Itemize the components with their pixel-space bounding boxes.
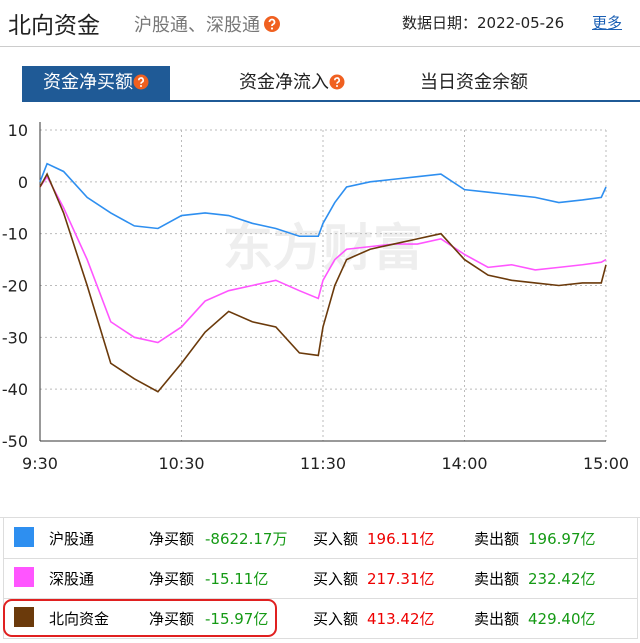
sell-label: 卖出额 [474,610,520,628]
sell-value: 429.40亿 [528,610,596,628]
help-icon[interactable] [329,74,345,90]
legend-swatch [14,527,34,547]
tab[interactable]: 资金净买额 [22,66,170,100]
table-row: 深股通 净买额 -15.11亿 买入额 217.31亿 卖出额 232.42亿 [3,558,638,599]
tab-label: 资金净买额 [43,72,133,93]
buy-label: 买入额 [313,530,359,548]
subtitle: 沪股通、深股通 [134,11,281,37]
y-tick-label: -10 [2,225,28,244]
net-value: -15.11亿 [205,570,269,588]
table-row: 北向资金 净买额 -15.97亿 买入额 413.42亿 卖出额 429.40亿 [3,598,638,639]
chart: 东方财富 10 0 -10 -20 -30 -40 -50 9:30 10:30 11:30 14:… [2,121,629,473]
tab[interactable]: 资金净流入 [222,66,362,100]
sell-label: 卖出额 [474,530,520,548]
y-tick-label: 10 [8,121,28,140]
sell-value: 196.97亿 [528,530,596,548]
buy-value: 217.31亿 [367,570,435,588]
x-tick-label: 14:00 [441,454,487,473]
line-series [39,175,607,344]
buy-value: 413.42亿 [367,610,435,628]
y-tick-label: -50 [2,432,28,451]
x-tick-label: 10:30 [158,454,204,473]
y-tick-label: -40 [2,380,28,399]
net-label: 净买额 [149,570,195,588]
legend-name: 深股通 [49,570,95,588]
x-tick-label: 15:00 [583,454,629,473]
date: 数据日期：2022-05-26 [402,14,565,32]
sell-value: 232.42亿 [528,570,596,588]
watermark: 东方财富 [223,219,423,277]
title: 北向资金 [8,13,100,39]
y-tick-label: -20 [2,277,28,296]
tab[interactable]: 当日资金余额 [420,72,528,93]
net-label: 净买额 [149,530,195,548]
legend-swatch [14,607,34,627]
sell-label: 卖出额 [474,570,520,588]
x-tick-label: 11:30 [300,454,346,473]
more-link[interactable]: 更多 [592,14,623,32]
divider [0,46,640,47]
legend-name: 北向资金 [49,610,110,628]
help-icon[interactable] [263,15,281,33]
y-tick-label: -30 [2,328,28,347]
buy-label: 买入额 [313,570,359,588]
net-value: -15.97亿 [205,610,269,628]
table-row: 沪股通 净买额 -8622.17万 买入额 196.11亿 卖出额 196.97亿 [3,518,638,559]
help-icon[interactable] [133,74,149,90]
y-tick-label: 0 [18,173,28,192]
table: 沪股通 净买额 -8622.17万 买入额 196.11亿 卖出额 196.97亿 深股通 净买… [0,517,640,639]
buy-label: 买入额 [313,610,359,628]
line-series [39,162,607,238]
tab-underline [22,100,640,102]
highlight-box [3,599,277,637]
net-label: 净买额 [149,610,195,628]
legend-name: 沪股通 [49,530,95,548]
x-tick-label: 9:30 [22,454,58,473]
net-value: -8622.17万 [205,530,288,548]
legend-swatch [14,567,34,587]
line-series [39,172,607,393]
buy-value: 196.11亿 [367,530,435,548]
tab-label: 资金净流入 [239,72,329,93]
subtitle-text: 沪股通、深股通 [134,15,260,36]
